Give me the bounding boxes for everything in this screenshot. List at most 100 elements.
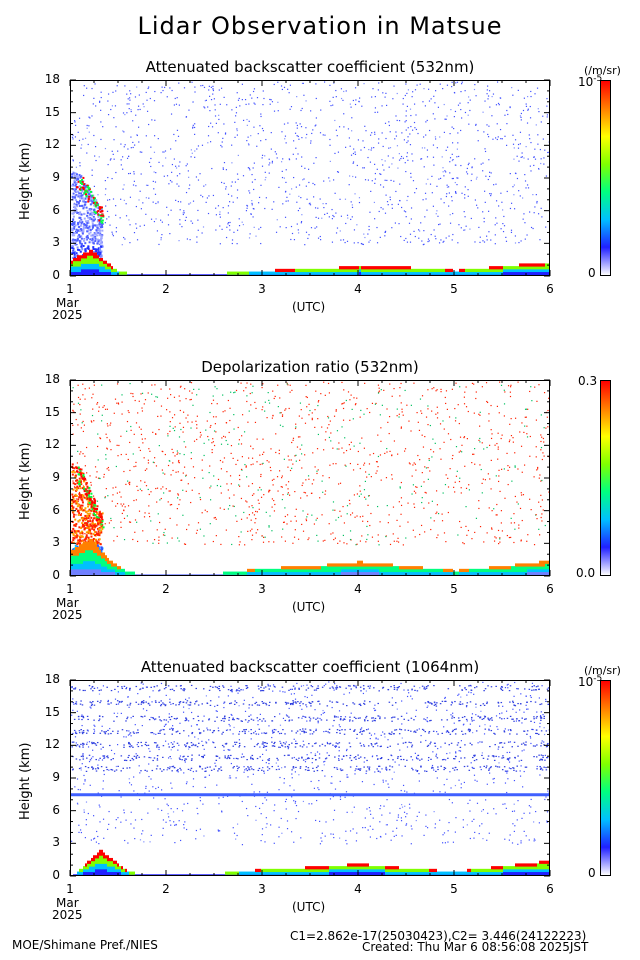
noise-point	[203, 106, 205, 108]
noise-point	[189, 239, 191, 241]
noise-point	[407, 195, 409, 198]
noise-point	[467, 195, 469, 197]
noise-point	[537, 466, 539, 469]
noise-point	[365, 541, 367, 543]
noise-point	[491, 433, 493, 435]
noise-point	[271, 530, 273, 532]
cloud-top-point	[78, 188, 81, 191]
bl-cell	[229, 271, 231, 275]
noise-point	[292, 437, 295, 439]
noise-point	[406, 92, 408, 95]
cloud-point	[76, 479, 79, 482]
noise-point	[367, 534, 369, 536]
noise-point	[490, 239, 492, 241]
noise-point	[488, 125, 490, 127]
cloud-point	[86, 214, 89, 217]
noise-point	[315, 83, 317, 85]
heatmap-2	[71, 381, 549, 575]
noise-point	[301, 453, 303, 455]
noise-point	[327, 415, 329, 418]
cloud-point	[86, 520, 89, 523]
noise-point	[217, 478, 220, 481]
noise-point	[439, 423, 442, 425]
bl-cell	[303, 268, 305, 273]
bl-cell	[545, 263, 547, 267]
noise-point	[207, 106, 209, 108]
noise-point	[249, 192, 251, 194]
noise-point	[279, 412, 281, 414]
noise-point	[102, 406, 104, 408]
bl-cell	[77, 263, 79, 267]
noise-point	[377, 540, 379, 542]
noise-point	[306, 198, 308, 200]
noise-point	[309, 202, 311, 204]
noise-point	[319, 198, 321, 200]
cloud-point	[94, 541, 97, 544]
noise-point	[220, 443, 223, 445]
noise-point	[541, 458, 543, 461]
cloud-point	[91, 198, 94, 201]
noise-point	[520, 240, 522, 242]
noise-point	[340, 88, 343, 90]
cloud-point	[93, 218, 96, 221]
noise-point	[82, 430, 85, 433]
noise-point	[463, 211, 465, 213]
cloud-point	[87, 246, 90, 249]
noise-point	[396, 119, 398, 122]
cloud-point	[91, 202, 94, 205]
noise-point	[400, 155, 403, 158]
bl-cell	[349, 266, 351, 270]
noise-point	[262, 438, 264, 440]
noise-point	[424, 491, 426, 494]
noise-point	[457, 104, 460, 106]
bl-cell	[319, 271, 321, 275]
bl-cell	[499, 266, 501, 270]
bl-cell	[313, 268, 315, 273]
noise-point	[235, 106, 237, 108]
bl-cell	[505, 268, 507, 273]
noise-point	[317, 540, 319, 542]
noise-point	[168, 183, 170, 185]
noise-point	[121, 244, 123, 246]
noise-point	[132, 141, 134, 144]
cloud-point	[91, 226, 94, 229]
noise-point	[487, 85, 489, 87]
noise-point	[317, 217, 320, 219]
cloud-point	[80, 498, 83, 501]
noise-point	[403, 450, 406, 452]
noise-point	[248, 506, 250, 508]
noise-point	[253, 514, 256, 516]
noise-point	[420, 158, 423, 160]
noise-point	[171, 89, 173, 92]
noise-point	[134, 531, 136, 533]
noise-point	[324, 439, 327, 441]
cloud-point	[95, 230, 98, 233]
bl-cell	[79, 266, 81, 270]
cloud-point	[79, 539, 82, 542]
noise-point	[277, 101, 279, 103]
noise-point	[483, 448, 485, 450]
cloud-point	[88, 241, 91, 244]
bl-cell	[505, 266, 507, 270]
noise-point	[490, 193, 492, 195]
noise-point	[148, 505, 150, 507]
bl-cell	[105, 260, 107, 264]
noise-point	[238, 225, 241, 227]
noise-point	[456, 177, 458, 179]
noise-point	[100, 91, 102, 93]
noise-point	[142, 103, 144, 105]
cloud-point	[92, 251, 95, 254]
bl-cell	[459, 271, 461, 275]
noise-point	[374, 403, 377, 405]
bl-cell	[93, 266, 95, 270]
noise-point	[285, 169, 287, 171]
cloud-top-point	[93, 197, 96, 200]
noise-point	[246, 124, 248, 126]
noise-point	[113, 540, 115, 542]
noise-point	[100, 420, 103, 422]
noise-point	[486, 400, 488, 403]
cloud-point	[88, 214, 91, 217]
noise-point	[100, 109, 102, 111]
noise-point	[169, 233, 171, 235]
bl-cell	[87, 257, 89, 262]
